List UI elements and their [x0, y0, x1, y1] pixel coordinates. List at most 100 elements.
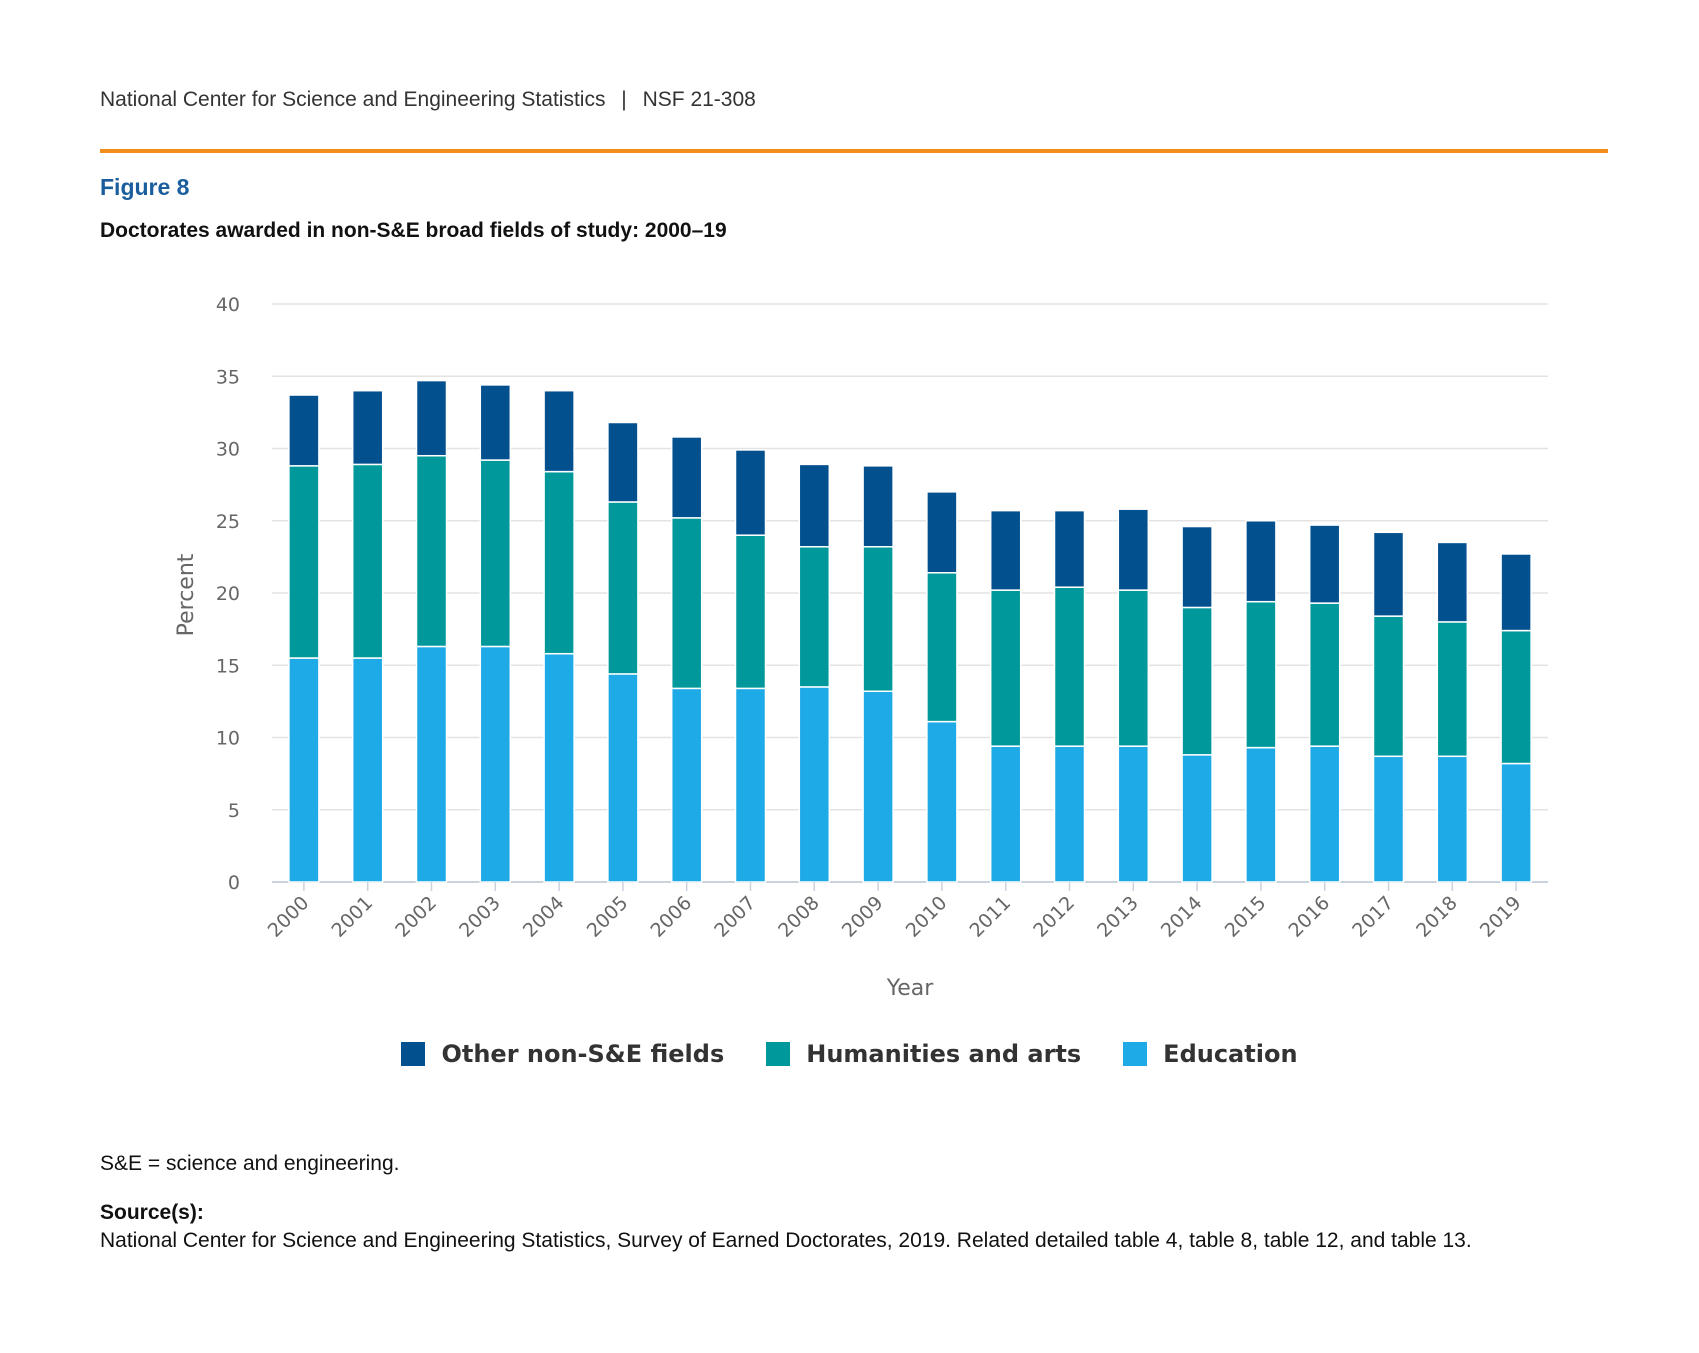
bar-other-2002[interactable]: [415, 379, 448, 457]
bar-education-2012[interactable]: [1053, 745, 1086, 883]
bar-education-2004[interactable]: [543, 652, 575, 883]
bar-humanities-2016[interactable]: [1308, 602, 1341, 747]
bar-education-2001[interactable]: [351, 657, 384, 883]
bar-other-2000[interactable]: [288, 394, 320, 467]
bar-other-2009[interactable]: [862, 465, 894, 548]
bar-education-2009[interactable]: [862, 690, 894, 883]
y-tick-label: 0: [228, 872, 240, 894]
bar-humanities-2005[interactable]: [607, 501, 639, 675]
header-divider: [100, 149, 1608, 153]
bar-other-2008[interactable]: [798, 463, 831, 548]
x-tick-label: 2008: [774, 892, 824, 942]
bar-education-2002[interactable]: [415, 645, 448, 883]
bar-other-2003[interactable]: [479, 384, 512, 461]
bar-humanities-2009[interactable]: [862, 546, 894, 693]
bar-education-2006[interactable]: [670, 687, 703, 883]
bar-other-2017[interactable]: [1372, 531, 1405, 617]
y-tick-label: 10: [216, 728, 240, 750]
bar-humanities-2017[interactable]: [1372, 615, 1405, 758]
x-tick-label: 2001: [327, 892, 377, 942]
bar-humanities-2011[interactable]: [989, 589, 1022, 747]
bar-other-2007[interactable]: [734, 449, 767, 536]
bar-humanities-2010[interactable]: [926, 572, 958, 723]
y-tick-label: 35: [216, 366, 240, 388]
x-tick-label: 2000: [264, 892, 314, 942]
x-tick-label: 2017: [1348, 892, 1398, 942]
x-tick-label: 2011: [965, 892, 1015, 942]
bar-education-2008[interactable]: [798, 686, 831, 883]
bar-humanities-2001[interactable]: [351, 463, 384, 659]
bar-other-2019[interactable]: [1500, 553, 1532, 632]
y-tick-label: 5: [228, 800, 240, 822]
legend-label-education: Education: [1163, 1040, 1298, 1068]
bar-other-2010[interactable]: [926, 491, 958, 574]
legend-swatch-other: [401, 1042, 426, 1066]
bar-other-2014[interactable]: [1181, 525, 1213, 609]
x-tick-label: 2019: [1476, 892, 1526, 942]
y-tick-label: 20: [216, 583, 240, 605]
bar-education-2005[interactable]: [607, 673, 639, 883]
y-tick-label: 40: [216, 294, 240, 316]
legend-item-humanities[interactable]: Humanities and arts: [766, 1040, 1081, 1068]
bar-humanities-2008[interactable]: [798, 546, 831, 688]
bar-education-2018[interactable]: [1436, 755, 1469, 883]
bar-humanities-2018[interactable]: [1436, 621, 1469, 758]
bar-education-2010[interactable]: [926, 720, 958, 883]
bar-education-2016[interactable]: [1308, 745, 1341, 883]
bar-education-2003[interactable]: [479, 645, 512, 883]
bar-other-2006[interactable]: [670, 436, 703, 519]
figure-title: Doctorates awarded in non-S&E broad fiel…: [100, 219, 727, 242]
bar-other-2016[interactable]: [1308, 524, 1341, 604]
x-tick-label: 2013: [1093, 892, 1143, 942]
x-tick-label: 2015: [1221, 892, 1271, 942]
legend-item-education[interactable]: Education: [1123, 1040, 1298, 1068]
bar-education-2014[interactable]: [1181, 754, 1213, 883]
bar-humanities-2003[interactable]: [479, 459, 512, 648]
bar-humanities-2006[interactable]: [670, 517, 703, 690]
bar-education-2013[interactable]: [1117, 745, 1150, 883]
bar-humanities-2000[interactable]: [288, 465, 320, 659]
bar-humanities-2007[interactable]: [734, 534, 767, 690]
bar-humanities-2012[interactable]: [1053, 586, 1086, 747]
source-label: Source(s):: [100, 1201, 204, 1224]
bar-humanities-2015[interactable]: [1245, 600, 1277, 749]
bar-other-2013[interactable]: [1117, 508, 1150, 591]
bar-other-2004[interactable]: [543, 389, 575, 473]
bar-humanities-2014[interactable]: [1181, 606, 1213, 756]
x-axis-title: Year: [886, 976, 935, 1001]
bar-other-2015[interactable]: [1245, 520, 1277, 603]
bar-other-2005[interactable]: [607, 421, 639, 503]
x-tick-label: 2002: [391, 892, 441, 942]
legend-swatch-education: [1123, 1042, 1148, 1066]
bar-education-2017[interactable]: [1372, 755, 1405, 883]
bar-other-2018[interactable]: [1436, 541, 1469, 623]
legend-label-humanities: Humanities and arts: [806, 1040, 1082, 1068]
bar-other-2001[interactable]: [351, 389, 384, 466]
y-axis-title: Percent: [174, 553, 199, 636]
x-tick-label: 2010: [902, 892, 952, 942]
bar-education-2019[interactable]: [1500, 762, 1532, 883]
bar-education-2015[interactable]: [1245, 746, 1277, 883]
x-axis-ticks: 2000 2001 2002 2003 2004 2005 2006 2007 2008 2009…: [264, 882, 1526, 942]
gridlines: [272, 303, 1548, 883]
x-tick-label: 2005: [583, 892, 633, 942]
bar-education-2007[interactable]: [734, 687, 767, 883]
x-tick-label: 2016: [1284, 892, 1334, 942]
bar-other-2012[interactable]: [1053, 509, 1086, 588]
bar-education-2011[interactable]: [989, 745, 1022, 883]
bar-humanities-2002[interactable]: [415, 454, 448, 648]
legend-item-other[interactable]: Other non-S&E fields: [401, 1040, 724, 1068]
bars: [288, 379, 1532, 883]
report-id: NSF 21-308: [642, 88, 756, 111]
bar-education-2000[interactable]: [288, 657, 320, 883]
bar-humanities-2019[interactable]: [1500, 629, 1532, 765]
x-tick-label: 2012: [1029, 892, 1079, 942]
x-tick-label: 2018: [1412, 892, 1462, 942]
bar-humanities-2013[interactable]: [1117, 589, 1150, 747]
bar-humanities-2004[interactable]: [543, 470, 575, 655]
bar-other-2011[interactable]: [989, 509, 1022, 591]
y-tick-label: 15: [216, 655, 240, 677]
abbreviation-note: S&E = science and engineering.: [100, 1152, 400, 1175]
y-tick-label: 25: [216, 511, 240, 533]
